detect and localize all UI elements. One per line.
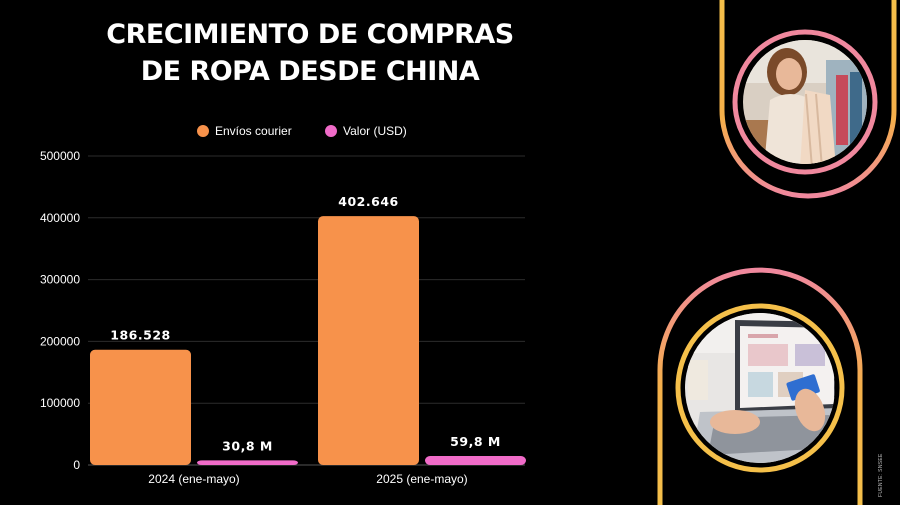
chart-title: CRECIMIENTO DE COMPRAS DE ROPA DESDE CHI… [60, 16, 560, 90]
photo-decoration-bottom [657, 267, 863, 505]
y-tick-label: 200000 [40, 334, 80, 348]
bar [90, 349, 191, 465]
frame-ring-top [732, 29, 878, 175]
data-label: 402.646 [338, 194, 398, 209]
legend: Envíos courier Valor (USD) [197, 124, 407, 138]
frame-arc-top-outer [719, 0, 897, 199]
x-axis-labels: 2024 (ene-mayo) 2025 (ene-mayo) [148, 472, 467, 486]
legend-label: Envíos courier [215, 124, 292, 138]
legend-swatch [197, 125, 209, 137]
bar [318, 216, 419, 465]
y-axis-ticks: 0 100000 200000 300000 400000 500000 [40, 149, 80, 472]
woman-shopping-clothes-photo [743, 40, 867, 164]
frame-arc-bottom-outer [657, 267, 863, 505]
x-tick-label: 2025 (ene-mayo) [376, 472, 467, 486]
data-label: 59,8 M [450, 434, 501, 449]
bars: 186.528 402.646 30,8 M 59,8 M [90, 194, 526, 465]
title-line-2: DE ROPA DESDE CHINA [140, 56, 480, 87]
y-tick-label: 0 [73, 458, 80, 472]
y-tick-label: 400000 [40, 211, 80, 225]
frame-ring-bottom [675, 303, 845, 473]
title-line-1: CRECIMIENTO DE COMPRAS [106, 19, 514, 50]
y-tick-label: 300000 [40, 273, 80, 287]
x-tick-label: 2024 (ene-mayo) [148, 472, 239, 486]
bar [425, 456, 526, 465]
data-label: 30,8 M [222, 438, 273, 453]
data-label: 186.528 [110, 328, 170, 343]
legend-label: Valor (USD) [343, 124, 407, 138]
laptop-credit-card-photo [685, 313, 835, 463]
bar [197, 460, 298, 465]
photo-decoration-top [719, 0, 897, 199]
legend-swatch [325, 125, 337, 137]
y-tick-label: 100000 [40, 396, 80, 410]
y-tick-label: 500000 [40, 149, 80, 163]
source-note: FUENTE: SNSEE [878, 453, 884, 497]
